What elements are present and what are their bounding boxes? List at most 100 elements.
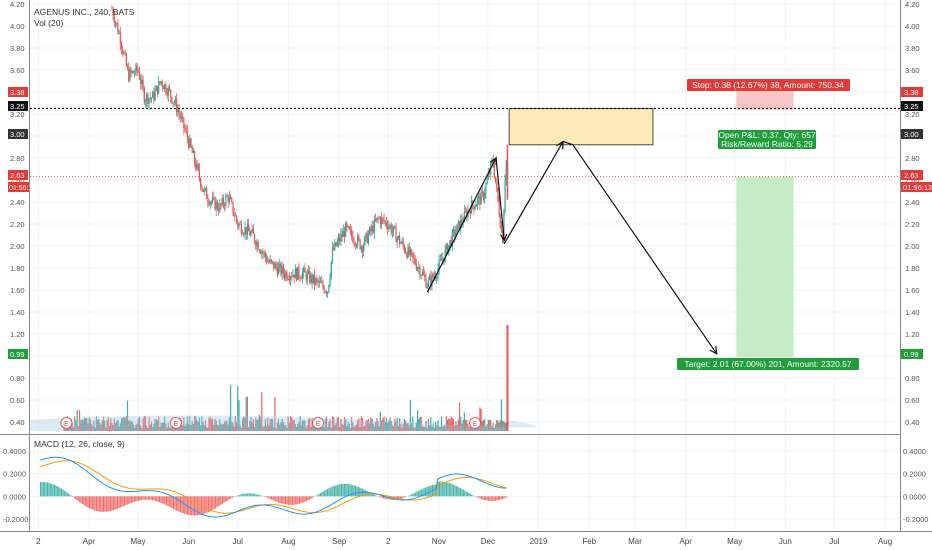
price-tick-label: 4.20 (905, 0, 920, 9)
volume-bar (289, 416, 292, 431)
stop-label[interactable]: Stop: 0.38 (12.67%) 38, Amount: 750.34 (687, 79, 850, 91)
candle-body (503, 210, 505, 243)
volume-bar (122, 417, 124, 431)
candle-body (138, 71, 141, 80)
candle-body (505, 161, 507, 180)
macd-histogram-bar (301, 496, 303, 503)
macd-histogram-bar (223, 496, 225, 503)
macd-histogram-bar (308, 496, 310, 500)
symbol-legend[interactable]: AGENUS INC., 240, BATS (34, 7, 135, 17)
macd-histogram-bar (446, 482, 448, 497)
volume-bar (104, 420, 106, 431)
candle-body (469, 210, 471, 214)
projection-path (503, 140, 718, 355)
volume-bar (469, 423, 471, 431)
candle-body (262, 251, 264, 254)
macd-histogram-bar (483, 496, 485, 500)
candle-body (352, 235, 354, 243)
candle-body (165, 84, 167, 93)
candle-body (343, 230, 346, 237)
candle-body (399, 235, 401, 244)
candle-body (245, 227, 247, 235)
macd-histogram-bar (336, 484, 338, 497)
macd-tick-label: -0.2000 (903, 515, 928, 524)
macd-histogram-bar (252, 493, 254, 497)
candle-body (241, 233, 244, 235)
candle-body (154, 90, 156, 100)
target-zone[interactable] (736, 176, 794, 358)
volume-bar (405, 420, 407, 431)
volume-legend[interactable]: Vol (20) (34, 18, 63, 28)
macd-histogram-bar (468, 493, 470, 497)
macd-histogram-bar (89, 496, 91, 509)
volume-ma-area (30, 415, 537, 431)
macd-histogram-bar (184, 496, 186, 514)
volume-bar (364, 424, 366, 431)
volume-series (30, 325, 537, 431)
macd-histogram-bar (345, 483, 347, 497)
macd-axis[interactable]: 0.4000 0.4000 0.2000 0.2000 0.0000 0.0000 -0.2… (3, 447, 928, 524)
candle-body (231, 199, 233, 203)
macd-histogram-bar (132, 496, 134, 503)
macd-histogram-bar (454, 485, 456, 497)
candle-body (172, 102, 174, 104)
macd-histogram-bar (413, 492, 415, 497)
macd-histogram-bar (44, 482, 46, 497)
volume-bar (74, 416, 76, 431)
macd-histogram-bar (348, 484, 350, 497)
time-axis[interactable]: 2 Apr May Jun Jul Aug Sep 2 Nov Dec 2019 Feb Mar Apr M… (36, 537, 892, 546)
candle-body (186, 130, 189, 139)
volume-bar (343, 417, 346, 431)
candle-body (173, 102, 175, 104)
candle-body (246, 224, 248, 235)
candle-body (480, 191, 482, 205)
candle-body (136, 65, 138, 71)
resistance-box[interactable] (508, 108, 654, 146)
candle-body (280, 263, 282, 275)
volume-bar (323, 427, 325, 431)
candle-body (250, 232, 252, 236)
price-tick-label: 3.60 (10, 66, 25, 75)
macd-legend[interactable]: MACD (12, 26, close, 9) (34, 439, 125, 449)
macd-histogram-bar (194, 496, 196, 516)
volume-bar (500, 399, 503, 431)
candle-body (286, 272, 288, 279)
volume-bar (182, 425, 184, 431)
volume-bar (263, 425, 265, 431)
volume-bar (409, 399, 412, 431)
volume-bar (212, 419, 214, 431)
candle-body (378, 217, 380, 219)
volume-bar (150, 421, 153, 431)
volume-bar (479, 407, 481, 431)
volume-bar (498, 422, 500, 431)
candle-body (203, 188, 205, 192)
candle-body (401, 241, 403, 244)
macd-histogram-bar (122, 496, 124, 507)
candle-body (412, 252, 414, 258)
macd-histogram-bar (152, 496, 154, 501)
macd-histogram-bar (112, 496, 114, 511)
candle-body (306, 272, 308, 281)
candle-body (134, 73, 136, 74)
volume-bar (225, 421, 227, 431)
macd-histogram-bar (147, 496, 149, 500)
candle-body (197, 163, 199, 170)
macd-histogram-bar (492, 496, 494, 501)
volume-bar (128, 420, 130, 431)
macd-histogram-bar (240, 494, 242, 497)
macd-histogram-bar (489, 496, 491, 501)
macd-histogram-bar (335, 485, 337, 497)
candle-body (116, 22, 118, 24)
volume-bar (347, 421, 349, 431)
candle-body (271, 261, 274, 262)
volume-bar (141, 427, 143, 431)
target-label[interactable]: Target: 2.01 (67.00%) 201, Amount: 2320.… (677, 358, 859, 370)
volume-bar (274, 396, 276, 431)
candle-body (347, 226, 349, 228)
pnl-label[interactable]: Open P&L: 0.37, Qty: 657 Risk/Reward Rat… (718, 130, 816, 149)
stop-zone[interactable] (736, 86, 794, 110)
volume-bar (184, 426, 186, 431)
volume-bar (462, 419, 464, 431)
macd-histogram-bar (334, 485, 336, 497)
